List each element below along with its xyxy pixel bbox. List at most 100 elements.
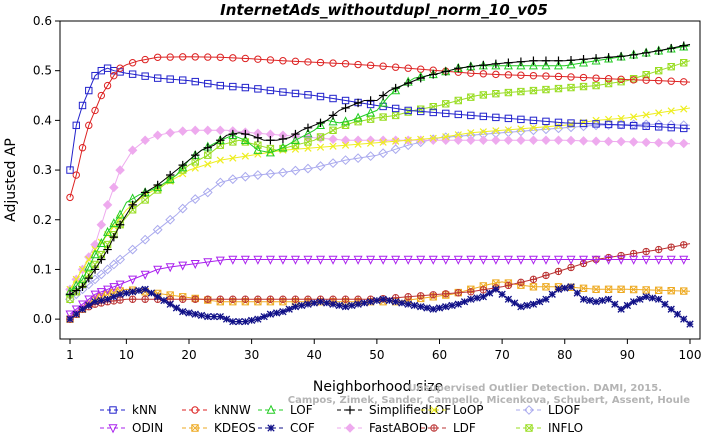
- data-point-fastabod: [340, 135, 351, 146]
- data-point-odin: [165, 263, 175, 273]
- data-point-cof: [191, 310, 199, 318]
- data-point-knnw: [316, 58, 325, 67]
- data-point-ldf: [291, 295, 300, 303]
- data-point-odin: [90, 290, 100, 300]
- data-point-knn: [266, 86, 275, 95]
- data-point-cof: [103, 295, 112, 303]
- data-point-simplifiedlof: [391, 83, 400, 93]
- data-point-knnw: [667, 77, 675, 85]
- data-point-inflo: [479, 91, 488, 99]
- data-point-cof: [586, 296, 594, 305]
- data-point-loop: [366, 139, 375, 147]
- data-point-knn: [141, 72, 149, 80]
- data-point-simplifiedlof: [529, 56, 538, 65]
- data-point-odin: [516, 255, 526, 265]
- data-point-simplifiedlof: [579, 55, 588, 64]
- data-point-ldof: [653, 119, 664, 130]
- data-point-ldf: [404, 293, 412, 301]
- data-point-cof: [479, 293, 487, 301]
- data-point-cof: [485, 289, 494, 297]
- data-point-simplifiedlof: [109, 232, 119, 242]
- data-point-ldof: [227, 174, 238, 185]
- data-point-cof: [573, 289, 581, 297]
- data-point-knn: [341, 96, 350, 105]
- data-point-simplifiedlof: [366, 96, 375, 105]
- data-point-knn: [166, 75, 174, 83]
- data-point-knn: [454, 110, 462, 119]
- data-point-cof: [398, 299, 406, 307]
- data-point-cof: [592, 298, 600, 306]
- watermark-line-2: Campos, Zimek, Sander, Campello, Micenko…: [288, 395, 690, 406]
- data-point-cof: [197, 311, 206, 320]
- data-point-simplifiedlof: [266, 136, 275, 145]
- data-point-simplifiedlof: [97, 255, 106, 264]
- legend-label-fastabod: FastABOD: [369, 421, 428, 434]
- data-point-ldf: [229, 295, 237, 303]
- legend-item-kdeos: KDEOS: [182, 421, 256, 434]
- data-point-cof: [341, 303, 350, 311]
- data-point-cof: [241, 317, 250, 326]
- data-point-lof: [566, 59, 576, 69]
- data-point-ldof: [240, 171, 251, 182]
- data-point-odin: [253, 255, 263, 265]
- data-point-inflo: [191, 158, 199, 166]
- data-point-fastabod: [140, 135, 150, 146]
- data-point-knnw: [103, 81, 112, 90]
- data-point-cof: [348, 301, 356, 310]
- data-point-cof: [423, 304, 431, 312]
- data-point-inflo: [391, 111, 400, 120]
- data-point-loop: [617, 114, 625, 123]
- data-point-lof: [278, 142, 288, 152]
- series-simplifiedlof: [65, 41, 691, 299]
- data-point-ldf: [266, 295, 275, 303]
- data-point-odin: [103, 285, 113, 295]
- data-point-loop: [229, 154, 237, 162]
- data-point-cof: [529, 300, 538, 308]
- data-point-knn: [417, 107, 425, 116]
- data-point-knnw: [179, 53, 187, 61]
- data-point-ldf: [204, 295, 212, 303]
- data-point-simplifiedlof: [416, 73, 425, 83]
- data-point-simplifiedlof: [72, 286, 81, 295]
- data-point-fastabod: [616, 136, 626, 147]
- data-point-inflo: [529, 86, 538, 95]
- data-point-simplifiedlof: [353, 98, 363, 108]
- data-point-knn: [467, 111, 475, 120]
- data-point-knn: [629, 121, 638, 130]
- data-point-odin: [491, 255, 501, 265]
- data-point-fastabod: [152, 130, 163, 141]
- x-tick-label: 90: [620, 348, 635, 362]
- data-point-inflo: [379, 113, 387, 121]
- data-point-simplifiedlof: [153, 180, 162, 190]
- data-point-cof: [448, 301, 456, 310]
- data-point-ldof: [290, 165, 301, 176]
- data-point-cof: [266, 310, 275, 318]
- data-point-simplifiedlof: [103, 245, 112, 254]
- legend-item-simplifiedlof: SimplifiedLOF: [337, 403, 451, 417]
- data-point-cof: [536, 298, 544, 306]
- x-axis-label: Neighborhood size: [313, 379, 443, 395]
- legend-marker-fastabod: [345, 423, 355, 433]
- data-point-knnw: [329, 59, 337, 67]
- data-point-odin: [441, 255, 451, 265]
- data-point-loop: [504, 126, 513, 134]
- data-point-cof: [72, 310, 80, 318]
- data-point-cof: [498, 290, 506, 298]
- data-point-lof: [604, 53, 614, 63]
- data-point-simplifiedlof: [203, 143, 212, 152]
- data-point-simplifiedlof: [604, 53, 613, 62]
- data-point-fastabod: [478, 135, 489, 146]
- data-point-knnw: [517, 71, 525, 79]
- legend-marker-loop: [430, 406, 438, 414]
- data-point-kdeos: [642, 286, 650, 294]
- data-point-knn: [229, 82, 237, 91]
- data-point-cof: [304, 300, 312, 308]
- data-point-ldf: [517, 278, 525, 286]
- y-tick-label: 0.5: [33, 64, 52, 78]
- data-point-simplifiedlof: [654, 46, 663, 56]
- data-point-knnw: [304, 58, 312, 66]
- data-point-knn: [72, 121, 80, 130]
- data-point-loop: [72, 275, 80, 283]
- legend-item-fastabod: FastABOD: [337, 421, 428, 434]
- data-point-ldf: [529, 275, 538, 283]
